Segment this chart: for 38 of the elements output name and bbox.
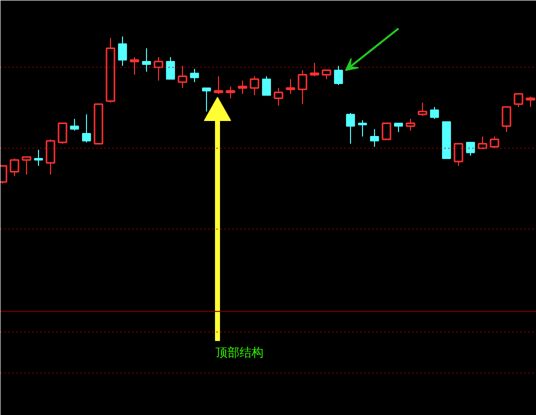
candlestick bbox=[238, 80, 248, 94]
candlestick bbox=[346, 112, 355, 144]
candlestick bbox=[214, 76, 224, 94]
candlestick bbox=[490, 136, 500, 149]
candlestick bbox=[274, 87, 284, 106]
candlestick bbox=[70, 118, 79, 132]
candlestick bbox=[226, 86, 236, 99]
candlestick bbox=[430, 106, 439, 120]
candlestick bbox=[178, 65, 188, 88]
candlestick bbox=[358, 120, 367, 137]
candlestick bbox=[34, 149, 43, 166]
candlestick bbox=[502, 106, 512, 133]
candlestick bbox=[166, 56, 175, 80]
candlestick bbox=[10, 158, 20, 177]
candlestick bbox=[298, 70, 308, 105]
candlestick bbox=[418, 102, 428, 116]
text: 顶部结构 bbox=[216, 346, 264, 360]
candlestick bbox=[142, 48, 151, 72]
candlestick bbox=[310, 62, 320, 77]
candlestick bbox=[22, 156, 32, 176]
candlestick bbox=[454, 143, 464, 166]
candlestick bbox=[46, 138, 56, 176]
candlestick bbox=[190, 68, 199, 83]
candlestick bbox=[478, 136, 488, 149]
candlestick bbox=[118, 36, 127, 66]
candlestick bbox=[466, 142, 475, 156]
candlestick bbox=[250, 76, 260, 96]
candlestick bbox=[514, 93, 524, 108]
candlestick bbox=[154, 56, 164, 82]
candlestick bbox=[286, 78, 296, 94]
candlestick bbox=[370, 128, 379, 148]
candlestick bbox=[58, 122, 68, 144]
candlestick bbox=[334, 65, 343, 86]
candlestick bbox=[262, 76, 271, 96]
candlestick bbox=[82, 114, 91, 143]
candlestick bbox=[202, 87, 211, 112]
candlestick bbox=[406, 118, 416, 132]
candlestick bbox=[382, 122, 392, 140]
